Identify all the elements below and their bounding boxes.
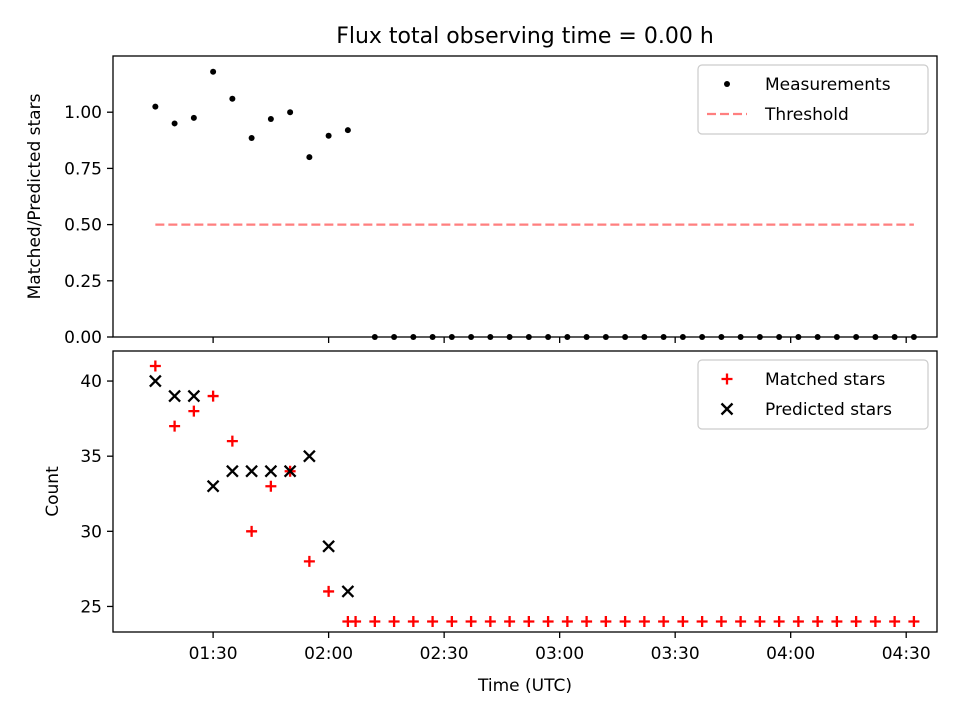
predicted-star-point xyxy=(206,479,220,493)
matched-star-point xyxy=(484,615,496,627)
matched-star-point xyxy=(542,615,554,627)
x-tick-label: 03:00 xyxy=(535,644,584,664)
legend-label: Predicted stars xyxy=(765,400,892,420)
matched-star-point xyxy=(696,615,708,627)
predicted-star-point xyxy=(226,464,239,478)
legend-plus-swatch xyxy=(721,373,733,385)
predicted-star-point xyxy=(341,585,355,598)
matched-star-point xyxy=(427,615,439,627)
matched-star-point xyxy=(388,615,400,627)
measurement-point xyxy=(210,68,217,75)
predicted-star-point xyxy=(245,464,258,478)
legend-box xyxy=(697,64,929,135)
matched-star-point xyxy=(265,480,277,492)
matched-star-point xyxy=(677,615,689,627)
y-tick-label: 0.00 xyxy=(64,328,102,348)
matched-star-point xyxy=(504,615,516,627)
matched-star-point xyxy=(600,615,612,627)
matched-star-point xyxy=(638,615,650,627)
panel-bottom: 01:30 02:00 02:30 03:00 03:30 04:00 04:30 25 30 3… xyxy=(43,350,938,664)
measurement-point xyxy=(287,109,294,116)
matched-star-point xyxy=(246,525,258,537)
matched-star-point xyxy=(561,615,573,627)
y-tick-label: 35 xyxy=(80,447,102,467)
predicted-star-point xyxy=(168,389,181,403)
matched-star-point xyxy=(619,615,631,627)
matched-star-point xyxy=(226,435,238,447)
measurement-point xyxy=(267,115,274,122)
legend-label: Threshold xyxy=(764,105,849,125)
y-tick-label: 30 xyxy=(80,522,102,542)
measurement-point xyxy=(190,114,197,121)
matched-star-point xyxy=(715,615,727,627)
matched-star-point xyxy=(869,615,881,627)
panel-top: 0.00 0.25 0.50 0.75 1.00 Matched/Predicted st… xyxy=(25,55,938,348)
matched-star-point xyxy=(889,615,901,627)
axes-frame xyxy=(112,350,938,633)
x-axis-label: Time (UTC) xyxy=(477,676,572,696)
matched-star-point xyxy=(207,390,219,402)
legend-box xyxy=(697,359,929,430)
predicted-star-point xyxy=(149,374,162,388)
plot-area xyxy=(149,360,920,627)
matched-star-point xyxy=(831,615,843,627)
measurement-point xyxy=(344,127,351,134)
matched-star-point xyxy=(658,615,670,627)
x-tick-label: 02:00 xyxy=(304,644,353,664)
y-tick-label: 0.75 xyxy=(64,159,102,179)
measurement-point xyxy=(152,103,159,110)
figure-title: Flux total observing time = 0.00 h xyxy=(336,24,714,49)
legend-label: Matched stars xyxy=(765,370,885,390)
matched-star-point xyxy=(465,615,477,627)
matched-star-point xyxy=(407,615,419,627)
matched-star-point xyxy=(850,615,862,627)
legend: Matched stars Predicted stars xyxy=(697,359,929,430)
x-tick-label: 04:00 xyxy=(766,644,815,664)
measurement-point xyxy=(229,95,236,102)
x-tick-label: 03:30 xyxy=(651,644,700,664)
matched-star-point xyxy=(735,615,747,627)
predicted-star-point xyxy=(322,540,335,553)
matched-star-point xyxy=(523,615,535,627)
measurement-point xyxy=(248,135,255,142)
legend: Measurements Threshold xyxy=(697,64,929,135)
y-tick-label: 25 xyxy=(80,597,102,617)
measurement-point xyxy=(306,154,313,161)
matched-star-point xyxy=(350,615,362,627)
matched-star-point xyxy=(188,405,200,417)
predicted-star-point xyxy=(283,464,297,478)
axes-frame xyxy=(112,55,938,338)
matched-star-point xyxy=(149,360,161,372)
matched-star-point xyxy=(754,615,766,627)
matched-star-point xyxy=(169,420,181,432)
legend-dot-swatch xyxy=(724,81,730,87)
y-tick-label: 0.25 xyxy=(64,272,102,292)
y-tick-label: 40 xyxy=(80,372,102,392)
matched-star-point xyxy=(908,615,920,627)
y-tick-label: 1.00 xyxy=(64,103,102,123)
predicted-star-point xyxy=(264,464,278,478)
matched-star-point xyxy=(369,615,381,627)
predicted-star-point xyxy=(187,389,201,403)
matched-star-point xyxy=(581,615,593,627)
matched-star-point xyxy=(446,615,458,627)
matched-star-point xyxy=(323,585,335,597)
x-tick-label: 01:30 xyxy=(189,644,238,664)
measurement-point xyxy=(325,132,332,139)
matched-star-point xyxy=(792,615,804,627)
matched-star-point xyxy=(812,615,824,627)
legend-label: Measurements xyxy=(765,75,891,95)
matched-star-point xyxy=(773,615,785,627)
predicted-star-point xyxy=(303,449,316,463)
y-axis-label: Count xyxy=(43,466,63,517)
x-tick-label: 02:30 xyxy=(420,644,469,664)
y-tick-label: 0.50 xyxy=(64,216,102,236)
measurement-point xyxy=(171,120,178,127)
y-axis-label: Matched/Predicted stars xyxy=(25,93,45,299)
matched-star-point xyxy=(303,555,315,567)
legend-x-swatch xyxy=(720,402,734,416)
x-tick-label: 04:30 xyxy=(882,644,931,664)
